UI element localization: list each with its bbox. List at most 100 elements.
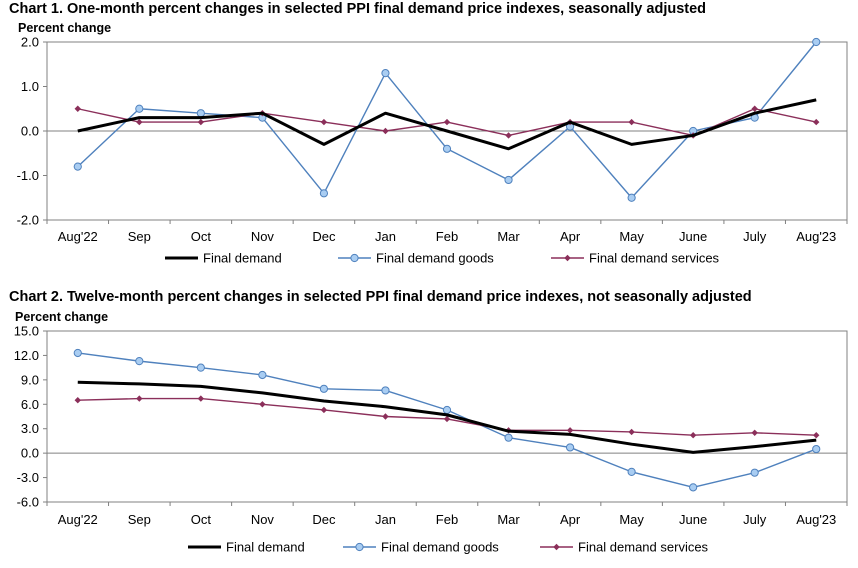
data-point-final-demand-services	[259, 401, 266, 408]
data-point-final-demand-services	[443, 415, 451, 423]
data-point-final-demand-services	[320, 406, 328, 414]
x-tick-label: Mar	[497, 229, 520, 244]
data-point-final-demand-goods	[627, 467, 636, 476]
data-point-final-demand-services	[505, 132, 512, 139]
legend-marker-final-demand-services	[553, 543, 560, 551]
legend-label-final-demand: Final demand	[226, 540, 305, 555]
data-point-final-demand-services	[813, 432, 820, 439]
y-axis-label: Percent change	[15, 310, 109, 324]
x-tick-label: July	[743, 229, 767, 244]
x-tick-label: July	[743, 512, 767, 527]
data-point-final-demand-services	[136, 395, 143, 402]
chart-1: Chart 1. One-month percent changes in se…	[0, 0, 858, 280]
y-tick-label: 1.0	[21, 79, 39, 94]
data-point-final-demand-goods	[689, 483, 698, 492]
x-tick-label: Apr	[560, 229, 581, 244]
x-tick-label: Mar	[497, 512, 520, 527]
data-point-final-demand-goods	[442, 144, 452, 153]
legend-label-final-demand-goods: Final demand goods	[381, 540, 499, 555]
y-tick-label: 0.0	[21, 124, 39, 139]
data-point-final-demand-services	[74, 105, 81, 112]
x-tick-label: June	[679, 229, 707, 244]
legend-marker-final-demand-goods	[355, 542, 364, 552]
y-tick-label: -6.0	[17, 495, 39, 510]
data-point-final-demand-services	[443, 118, 451, 126]
data-point-final-demand-services	[74, 397, 81, 404]
y-tick-label: 9.0	[21, 372, 39, 387]
data-point-final-demand-services	[320, 118, 328, 126]
chart-1-plot: 2.0 1.0 0.0 -1.0 -2.0 Aug'22 Sep Oct Nov Dec Jan Fe…	[17, 35, 848, 266]
data-point-final-demand-services	[628, 118, 635, 126]
data-point-final-demand-services	[566, 427, 574, 434]
data-point-final-demand-goods	[381, 69, 390, 78]
plot-frame	[46, 330, 848, 503]
data-point-final-demand-services	[628, 428, 635, 436]
y-axis-label: Percent change	[18, 21, 112, 35]
data-point-final-demand-services	[382, 413, 389, 420]
legend-marker-final-demand-goods	[350, 253, 359, 263]
x-tick-label: May	[619, 512, 644, 527]
data-point-final-demand-goods	[258, 370, 267, 380]
legend-label-final-demand-services: Final demand services	[578, 540, 709, 555]
x-tick-label: Jan	[375, 229, 396, 244]
x-tick-label: Sep	[128, 229, 151, 244]
data-point-final-demand-goods	[812, 444, 821, 454]
data-point-final-demand-goods	[812, 37, 821, 47]
y-tick-label: 15.0	[14, 324, 39, 339]
legend-marker-final-demand-services	[564, 254, 571, 262]
x-tick-label: Sep	[128, 512, 151, 527]
data-point-final-demand-services	[689, 432, 697, 439]
data-point-final-demand-goods	[565, 443, 575, 452]
data-point-final-demand-goods	[750, 468, 759, 477]
x-tick-label: Jan	[375, 512, 396, 527]
data-point-final-demand-services	[813, 118, 820, 126]
x-tick-label: Oct	[191, 229, 212, 244]
legend-label-final-demand: Final demand	[203, 251, 282, 266]
x-tick-label: Nov	[251, 229, 275, 244]
data-point-final-demand-goods	[504, 175, 513, 185]
data-point-final-demand-goods	[73, 162, 82, 171]
y-tick-label: -3.0	[17, 470, 39, 485]
x-tick-label: Feb	[436, 229, 458, 244]
data-point-final-demand-goods	[135, 357, 144, 366]
data-point-final-demand-services	[136, 118, 143, 126]
y-tick-label: 3.0	[21, 421, 39, 436]
y-tick-label: 0.0	[21, 446, 39, 461]
legend-label-final-demand-services: Final demand services	[589, 251, 720, 266]
x-tick-label: Oct	[191, 512, 212, 527]
x-tick-label: Nov	[251, 512, 275, 527]
x-tick-label: May	[619, 229, 644, 244]
y-tick-label: 6.0	[21, 397, 39, 412]
data-point-final-demand-goods	[504, 433, 513, 442]
data-point-final-demand-goods	[381, 386, 390, 395]
data-point-final-demand-goods	[135, 104, 144, 113]
x-tick-label: Aug'22	[58, 512, 98, 527]
x-tick-label: Dec	[312, 229, 336, 244]
x-tick-label: Aug'22	[58, 229, 98, 244]
y-tick-label: -1.0	[17, 168, 39, 183]
chart-title: Chart 1. One-month percent changes in se…	[9, 1, 707, 17]
data-point-final-demand-services	[751, 429, 758, 436]
data-point-final-demand-goods	[73, 348, 82, 358]
data-point-final-demand-services	[197, 395, 205, 402]
x-tick-label: Aug'23	[796, 229, 836, 244]
data-point-final-demand-goods	[442, 405, 452, 415]
y-tick-label: 12.0	[14, 348, 39, 363]
data-point-final-demand-services	[197, 118, 205, 126]
data-point-final-demand-goods	[319, 189, 329, 198]
x-tick-label: June	[679, 512, 707, 527]
legend-label-final-demand-goods: Final demand goods	[376, 251, 494, 266]
y-tick-label: -2.0	[17, 213, 39, 228]
data-point-final-demand-goods	[196, 363, 205, 372]
data-point-final-demand-services	[751, 105, 758, 112]
x-tick-label: Feb	[436, 512, 458, 527]
data-point-final-demand-goods	[627, 193, 636, 202]
data-point-final-demand-goods	[319, 384, 329, 393]
chart-title: Chart 2. Twelve-month percent changes in…	[9, 289, 752, 305]
x-tick-label: Dec	[312, 512, 336, 527]
data-point-final-demand-services	[382, 127, 389, 135]
y-tick-label: 2.0	[21, 35, 39, 50]
data-point-final-demand-goods	[196, 109, 205, 118]
chart-2-plot: 15.0 12.0 9.0 6.0 3.0 0.0 -3.0 -6.0 Aug'22 Sep Oct…	[14, 324, 848, 555]
x-tick-label: Aug'23	[796, 512, 836, 527]
